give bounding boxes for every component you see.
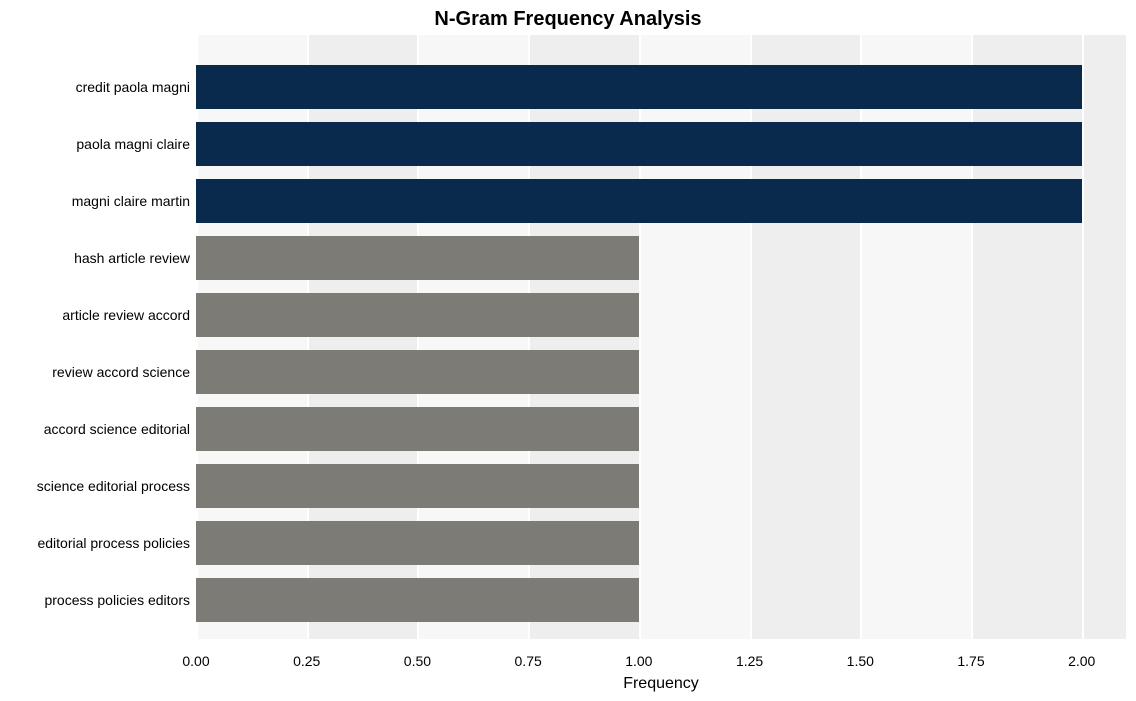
bar xyxy=(196,578,639,622)
x-tick-label: 0.75 xyxy=(515,653,542,669)
x-tick-label: 2.00 xyxy=(1068,653,1095,669)
bar xyxy=(196,179,1082,223)
y-tick-label: magni claire martin xyxy=(0,193,190,209)
y-tick-label: editorial process policies xyxy=(0,535,190,551)
x-tick-label: 0.25 xyxy=(293,653,320,669)
x-tick-label: 1.25 xyxy=(736,653,763,669)
x-tick-label: 0.00 xyxy=(182,653,209,669)
y-tick-label: hash article review xyxy=(0,250,190,266)
chart-container: N-Gram Frequency Analysis credit paola m… xyxy=(0,0,1136,701)
bar xyxy=(196,293,639,337)
bar xyxy=(196,236,639,280)
y-tick-label: accord science editorial xyxy=(0,421,190,437)
y-tick-label: review accord science xyxy=(0,364,190,380)
chart-title: N-Gram Frequency Analysis xyxy=(0,8,1136,31)
x-tick-label: 1.75 xyxy=(957,653,984,669)
plot-area xyxy=(196,35,1126,639)
gridline xyxy=(1082,35,1084,639)
grid-band xyxy=(1082,35,1126,639)
bar xyxy=(196,521,639,565)
y-tick-label: process policies editors xyxy=(0,592,190,608)
bar xyxy=(196,407,639,451)
x-tick-label: 1.50 xyxy=(847,653,874,669)
x-tick-label: 0.50 xyxy=(404,653,431,669)
x-axis-title: Frequency xyxy=(196,675,1126,693)
y-tick-label: paola magni claire xyxy=(0,136,190,152)
y-tick-label: credit paola magni xyxy=(0,79,190,95)
bar xyxy=(196,65,1082,109)
y-tick-label: science editorial process xyxy=(0,478,190,494)
bar xyxy=(196,122,1082,166)
y-tick-label: article review accord xyxy=(0,307,190,323)
bar xyxy=(196,464,639,508)
bar xyxy=(196,350,639,394)
x-tick-label: 1.00 xyxy=(625,653,652,669)
